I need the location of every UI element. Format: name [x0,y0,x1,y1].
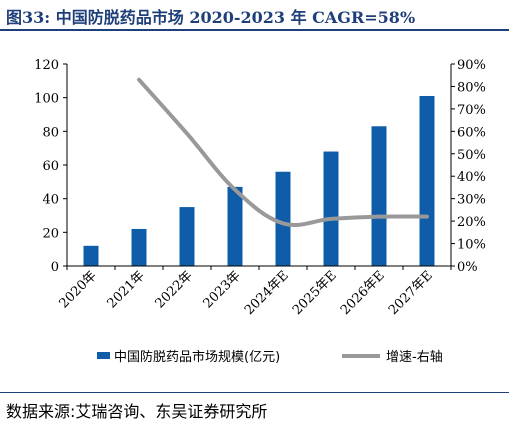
left-tick-label: 80 [42,125,59,140]
legend-label-line: 增速-右轴 [386,350,443,365]
legend-label-bar: 中国防脱药品市场规模(亿元) [114,349,280,365]
source-rule [0,392,509,393]
x-tick-label: 2024年E [242,268,292,318]
bar-2024年E [275,171,291,266]
x-tick-label: 2020年 [57,268,100,311]
x-tick-label: 2022年 [153,268,196,311]
left-tick-label: 40 [42,193,59,208]
left-tick-label: 120 [34,58,59,73]
right-tick-label: 0% [457,260,478,275]
figure-title: 图33: 中国防脱药品市场 2020-2023 年 CAGR=58% [6,8,416,27]
right-tick-label: 80% [457,80,486,95]
x-tick-label: 2026年E [338,268,388,318]
right-tick-label: 60% [457,125,486,140]
x-tick-label: 2027年E [386,268,436,318]
source-note: 数据来源:艾瑞咨询、东吴证券研究所 [6,402,268,421]
left-tick-label: 20 [42,226,59,241]
right-tick-label: 70% [457,103,486,118]
bar-2026年E [371,126,387,267]
bar-2022年 [179,207,195,266]
right-tick-label: 90% [457,58,486,73]
right-tick-label: 40% [457,170,486,185]
x-tick-label: 2025年E [290,268,340,318]
left-tick-label: 60 [42,159,59,174]
bar-2025年E [323,151,339,266]
bar-2027年E [419,95,435,266]
left-tick-label: 0 [51,260,59,275]
bar-2023年 [227,186,243,266]
left-tick-label: 100 [34,92,59,107]
right-tick-label: 20% [457,215,486,230]
x-tick-label: 2023年 [201,268,244,311]
growth-series-line [137,77,429,228]
right-tick-label: 10% [457,238,486,253]
right-tick-label: 50% [457,148,486,163]
title-rule [0,29,509,31]
x-tick-label: 2021年 [105,268,148,311]
bar-2020年 [83,245,99,266]
bar-2021年 [131,228,147,266]
right-tick-label: 30% [457,193,486,208]
legend-swatch-bar [97,352,110,359]
